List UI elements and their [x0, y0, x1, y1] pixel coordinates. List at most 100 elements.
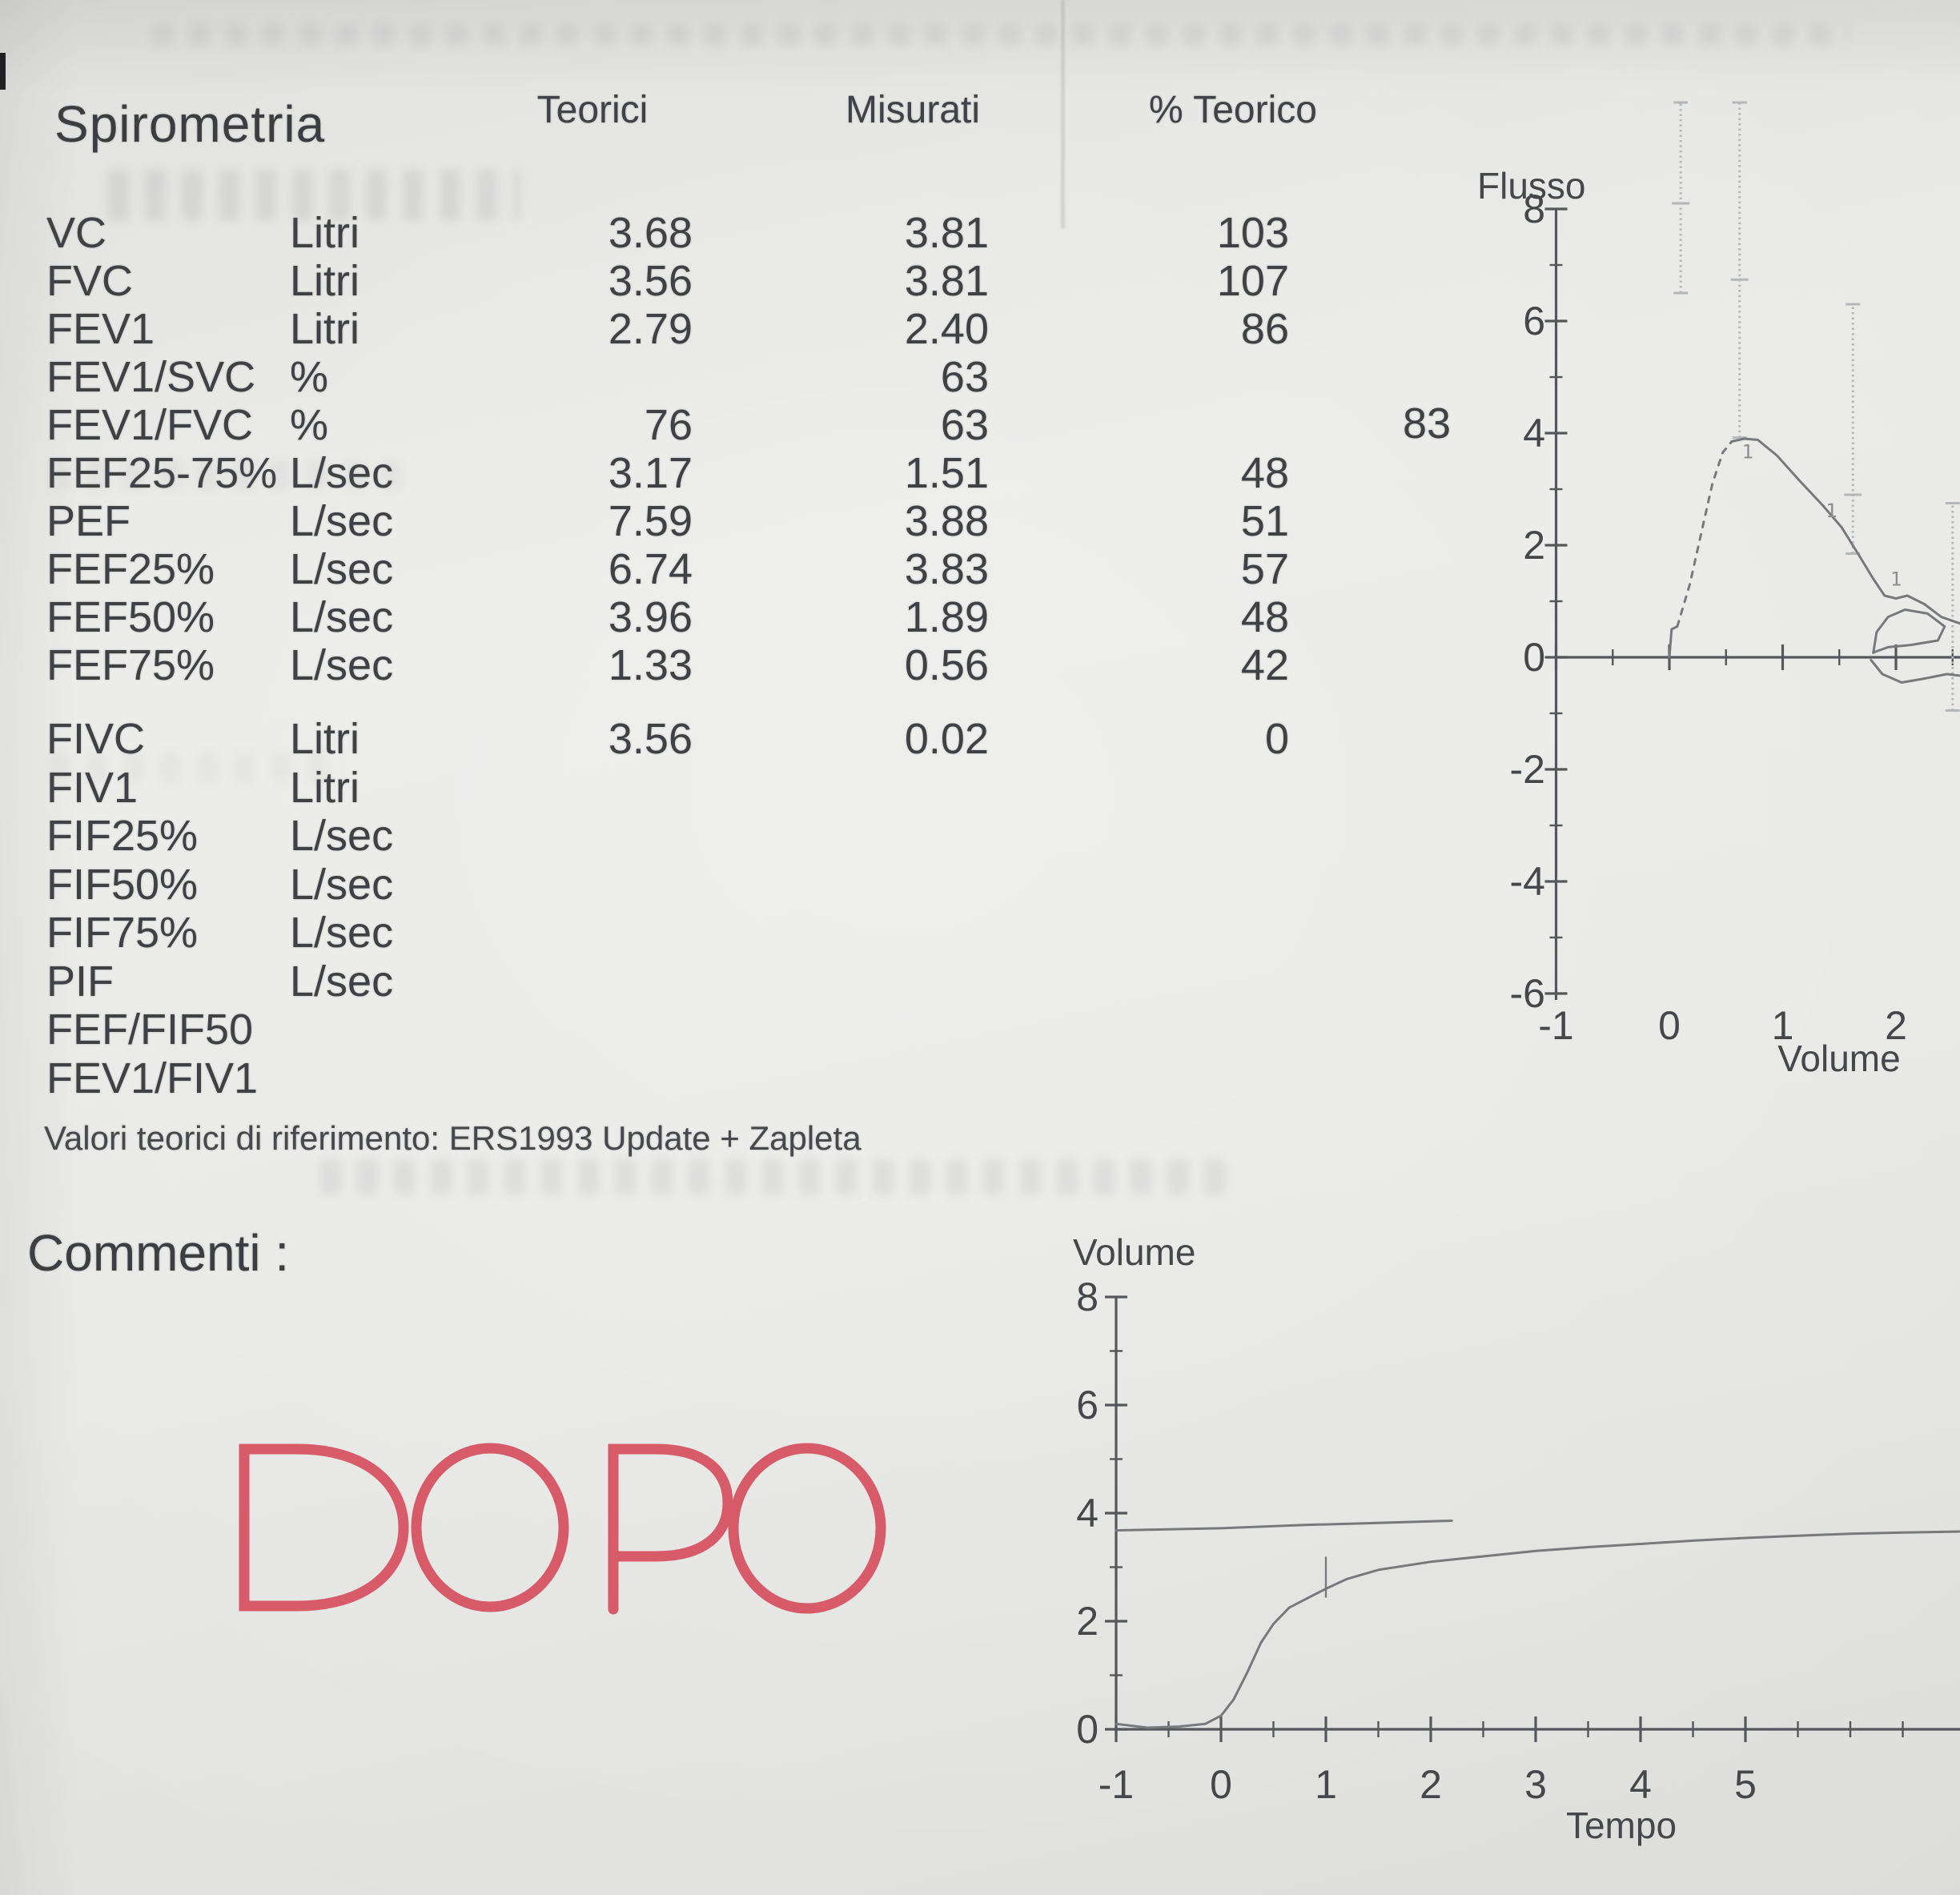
dopo-stamp — [239, 1443, 886, 1615]
value-teorici: 3.17 — [608, 449, 693, 497]
parameter-name: FIVC — [46, 715, 146, 763]
x-tick-label: -1 — [1098, 1762, 1134, 1807]
parameter-name: FIV1 — [46, 763, 139, 812]
x-tick-label: 0 — [1658, 1003, 1681, 1048]
value-teorici: 76 — [644, 401, 693, 449]
parameter-name: FVC — [46, 257, 133, 305]
x-tick-label: 1 — [1315, 1762, 1337, 1807]
table-row: FIVC Litri 3.56 0.02 0 — [0, 714, 1409, 763]
unit: L/sec — [290, 641, 394, 689]
value-pct-teorico: 48 — [1240, 449, 1289, 497]
unit: Litri — [290, 763, 360, 812]
unit: L/sec — [290, 909, 394, 957]
bleedthrough-smudge — [108, 170, 520, 221]
value-teorici: 3.68 — [608, 209, 693, 257]
value-pct-teorico: 0 — [1264, 715, 1289, 763]
parameter-name: FEF75% — [46, 641, 215, 689]
y-tick-label: -6 — [1510, 971, 1545, 1016]
y-tick-label: 8 — [1076, 1275, 1098, 1319]
value-misurati: 3.81 — [904, 257, 989, 305]
table-row: FEF/FIF50 — [0, 1005, 1409, 1054]
y-tick-label: 2 — [1076, 1599, 1098, 1644]
fv-volume-axis-label: Volume — [1777, 1038, 1900, 1079]
bleedthrough-smudge — [152, 24, 1850, 45]
photo-edge-notch — [0, 53, 6, 90]
x-tick-label: 4 — [1629, 1762, 1652, 1807]
parameter-name: FEF/FIF50 — [46, 1006, 254, 1054]
paper-crease — [1062, 0, 1064, 228]
value-misurati: 1.51 — [904, 449, 989, 497]
value-teorici: 1.33 — [608, 641, 693, 689]
parameter-name: FEF25-75% — [46, 449, 278, 497]
unit: L/sec — [290, 449, 394, 497]
parameter-name: PIF — [46, 957, 114, 1006]
parameter-name: FEF50% — [46, 593, 215, 641]
unit: % — [290, 401, 329, 449]
table-row: FEF25% L/sec 6.74 3.83 57 — [0, 544, 1409, 593]
bleedthrough-smudge — [320, 1159, 1233, 1194]
y-tick-label: 8 — [1523, 187, 1545, 231]
vt-volume-axis-label: Volume — [1073, 1231, 1195, 1273]
inspiratory-limb — [1870, 659, 1960, 684]
x-tick-label: -1 — [1538, 1003, 1573, 1048]
value-misurati: 3.83 — [904, 545, 989, 593]
value-pct-teorico: 48 — [1240, 593, 1289, 641]
value-teorici: 3.96 — [608, 593, 693, 641]
page-title: Spirometria — [54, 95, 326, 153]
bleedthrough-smudge — [50, 753, 346, 783]
parameter-name: PEF — [46, 497, 131, 545]
parameter-name: FIF25% — [46, 812, 199, 860]
value-teorici: 6.74 — [608, 545, 693, 593]
y-tick-label: -4 — [1510, 859, 1545, 904]
value-teorici: 7.59 — [608, 497, 693, 545]
value-pct-teorico: 51 — [1240, 497, 1289, 545]
value-teorici: 3.56 — [608, 257, 693, 305]
x-tick-label: 3 — [1524, 1762, 1547, 1807]
table-row: FIV1 Litri — [0, 763, 1409, 812]
comments-label: Commenti : — [27, 1224, 290, 1282]
table-row: VC Litri 3.68 3.81 103 — [0, 208, 1409, 257]
x-tick-label: 5 — [1734, 1762, 1757, 1807]
unit: L/sec — [290, 812, 394, 860]
unit: L/sec — [290, 593, 394, 641]
value-teorici: 3.56 — [608, 715, 693, 763]
value-pct-teorico: 42 — [1240, 641, 1289, 689]
value-pct-teorico: 86 — [1240, 305, 1289, 353]
table-row: FEV1/SVC% 63 — [0, 352, 1409, 401]
y-tick-label: 2 — [1523, 523, 1545, 568]
unit: L/sec — [290, 957, 394, 1006]
unit: L/sec — [290, 860, 394, 909]
curve-second-marker: 1 — [1825, 500, 1837, 522]
expiratory-start — [1668, 625, 1679, 659]
table-row: FEV1/FVC% 76 63 — [0, 400, 1409, 449]
parameter-name: FEF25% — [46, 545, 215, 593]
value-misurati: 0.56 — [904, 641, 989, 689]
volume-curve — [1115, 1530, 1960, 1729]
value-misurati: 3.88 — [904, 497, 989, 545]
table-row: FEV1/FIV1 — [0, 1054, 1409, 1102]
value-misurati: 0.02 — [904, 715, 989, 763]
table-row: FEF25-75% L/sec 3.17 1.51 48 — [0, 448, 1409, 497]
table-row: FEV1 Litri 2.79 2.40 86 — [0, 304, 1409, 353]
table-row: FIF75% L/sec — [0, 908, 1409, 957]
y-tick-label: 6 — [1523, 299, 1545, 343]
curve-second-marker: 1 — [1890, 568, 1902, 590]
column-header-teorici: Teorici — [536, 89, 649, 131]
y-tick-label: 0 — [1523, 635, 1545, 680]
unit: L/sec — [290, 545, 394, 593]
value-misurati: 1.89 — [904, 593, 989, 641]
x-tick-label: 2 — [1420, 1762, 1442, 1807]
y-tick-label: 4 — [1523, 411, 1545, 456]
y-tick-label: 4 — [1076, 1491, 1098, 1536]
unit: L/sec — [290, 497, 394, 545]
reference-note: Valori teorici di riferimento: ERS1993 U… — [44, 1119, 862, 1157]
parameter-name: FEV1/FIV1 — [46, 1054, 259, 1102]
table-row: PEF L/sec 7.59 3.88 51 — [0, 496, 1409, 545]
tempo-axis-label: Tempo — [1566, 1805, 1677, 1846]
parameter-name: VC — [46, 209, 107, 257]
value-misurati: 2.40 — [904, 305, 989, 353]
x-tick-label: 1 — [1772, 1003, 1794, 1048]
flow-axis-label: Flusso — [1477, 165, 1585, 207]
